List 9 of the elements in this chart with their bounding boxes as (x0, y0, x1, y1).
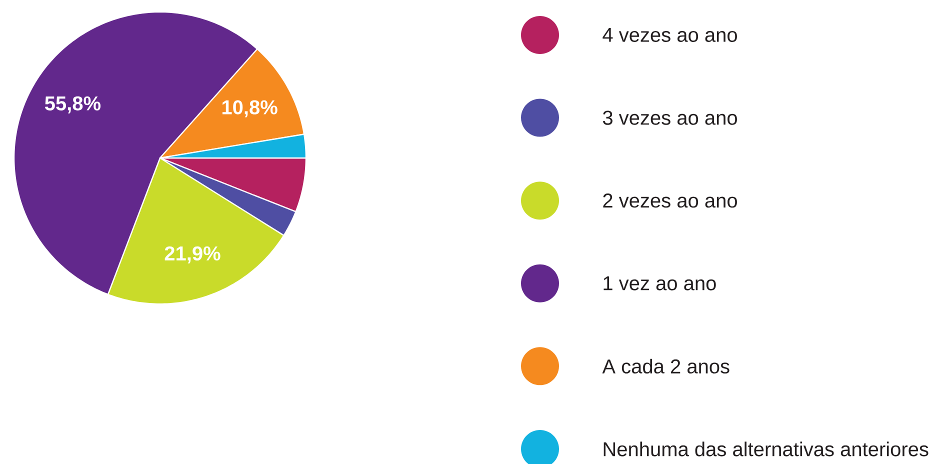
legend-label: 4 vezes ao ano (602, 28, 737, 42)
legend-label: 2 vezes ao ano (603, 194, 737, 208)
legend-label: 3 vezes ao ano (602, 110, 737, 125)
data-label: 21,9% (164, 246, 220, 264)
legend-label: A cada 2 anos (602, 358, 730, 374)
data-label: 10,8% (222, 100, 278, 118)
legend-label: Nenhuma das alternativas anteriores (604, 442, 928, 456)
legend-label: 1 vez ao ano (604, 276, 716, 290)
data-label: 55,8% (44, 96, 101, 114)
